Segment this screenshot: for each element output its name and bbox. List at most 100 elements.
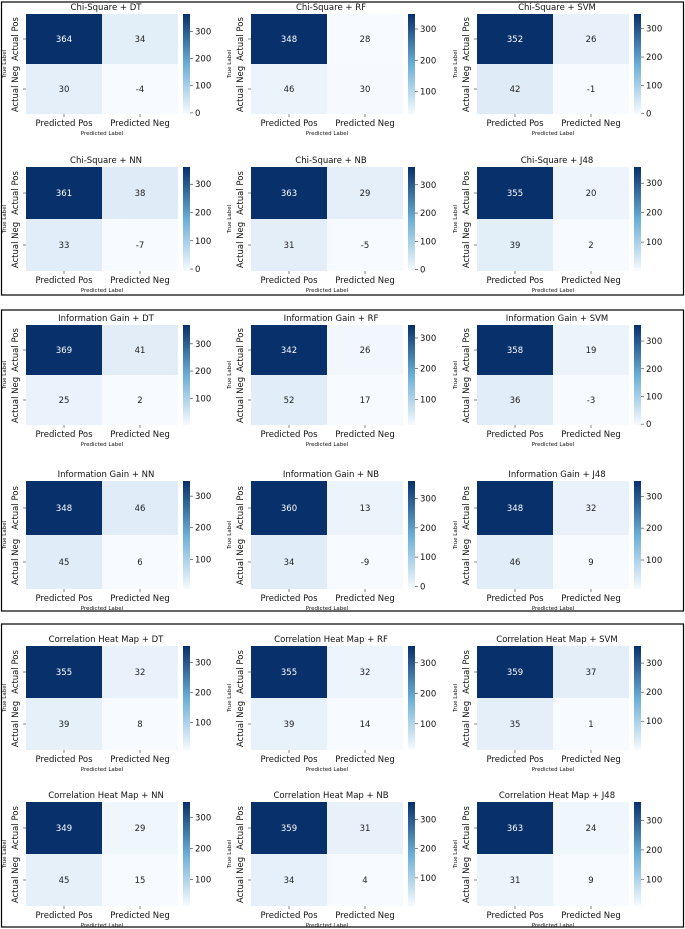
heatmap-cell	[327, 14, 403, 64]
colorbar	[634, 325, 641, 425]
x-tick-label: Predicted Neg	[110, 594, 170, 604]
y-axis-label: True Label	[227, 49, 233, 79]
x-tick-label: Predicted Neg	[110, 276, 170, 286]
cell-value-label: 20	[586, 189, 597, 199]
cell-value-label: 348	[507, 504, 523, 514]
y-tick-label: Actual Pos	[462, 171, 472, 215]
cell-value-label: 1	[588, 720, 593, 730]
colorbar-tick-label: 100	[420, 553, 436, 563]
y-tick-label: Actual Neg	[236, 539, 246, 585]
x-tick-label: Predicted Pos	[260, 276, 318, 286]
heatmap-cell	[26, 535, 102, 589]
colorbar-tick-label: 200	[420, 689, 436, 699]
y-tick-label: Actual Neg	[236, 857, 246, 903]
y-axis-label: True Label	[453, 49, 459, 79]
cell-value-label: 352	[507, 35, 523, 45]
cell-value-label: 9	[588, 558, 593, 568]
heatmap-cell	[102, 535, 178, 589]
heatmap-cell	[477, 535, 553, 589]
cell-value-label: 359	[507, 668, 523, 678]
y-tick-label: Actual Pos	[11, 17, 21, 61]
y-axis-label: True Label	[227, 839, 233, 869]
colorbar-tick-label: 300	[420, 181, 436, 191]
colorbar	[183, 325, 190, 425]
heatmap-cell	[477, 698, 553, 750]
colorbar-tick-label: 300	[646, 659, 662, 669]
cell-value-label: 25	[59, 396, 70, 406]
cell-value-label: 52	[284, 396, 295, 406]
heatmap-cell	[251, 64, 327, 114]
confusion-matrix-panel: Correlation Heat Map + NN 349 29 45 15 Actual…	[2, 791, 211, 929]
cell-value-label: 342	[281, 346, 297, 356]
y-tick-label: Actual Pos	[236, 328, 246, 372]
heatmap-cell	[26, 646, 102, 698]
heatmap-cell	[102, 698, 178, 750]
heatmap-cell	[327, 646, 403, 698]
colorbar-tick-label: 300	[420, 25, 436, 35]
colorbar-tick-label: 100	[195, 555, 211, 565]
heatmap-cell	[477, 375, 553, 425]
x-tick-label: Predicted Pos	[35, 594, 93, 604]
panel-title: Chi-Square + DT	[71, 3, 143, 13]
cell-value-label: 13	[360, 504, 371, 514]
x-axis-label: Predicted Label	[532, 131, 575, 137]
colorbar-tick-label: 200	[195, 844, 211, 854]
heatmap-cell	[251, 535, 327, 589]
cell-value-label: 369	[56, 346, 72, 356]
colorbar-tick-label: 100	[646, 556, 662, 566]
colorbar-tick-label: 300	[195, 180, 211, 190]
heatmap-cell	[327, 802, 403, 854]
colorbar-tick-label: 300	[195, 27, 211, 37]
y-axis-label: True Label	[2, 839, 8, 869]
cell-value-label: 358	[507, 346, 523, 356]
x-axis-label: Predicted Label	[532, 767, 575, 773]
colorbar-tick-label: 200	[420, 365, 436, 375]
colorbar	[634, 167, 641, 271]
confusion-matrix-panel: Chi-Square + J48 355 20 39 2 Actual Pos Actual…	[453, 156, 662, 294]
cell-value-label: 29	[135, 824, 146, 834]
heatmap-cell	[477, 646, 553, 698]
heatmap-cell	[327, 375, 403, 425]
cell-value-label: 32	[360, 668, 371, 678]
colorbar-tick-label: 200	[646, 688, 662, 698]
cell-value-label: 30	[360, 85, 371, 95]
cell-value-label: 14	[360, 720, 371, 730]
y-tick-label: Actual Neg	[236, 222, 246, 268]
colorbar-tick-label: 100	[646, 392, 662, 402]
cell-value-label: 37	[586, 668, 597, 678]
x-tick-label: Predicted Pos	[486, 911, 544, 921]
y-axis-label: True Label	[2, 49, 8, 79]
section-frame	[0, 309, 685, 612]
heatmap-cell	[553, 646, 629, 698]
cell-value-label: 360	[281, 504, 297, 514]
heatmap-cell	[102, 325, 178, 375]
x-tick-label: Predicted Neg	[561, 276, 621, 286]
heatmap-cell	[251, 219, 327, 271]
panel-title: Information Gain + NB	[283, 470, 379, 480]
cell-value-label: -4	[136, 85, 144, 95]
cell-value-label: 39	[284, 720, 295, 730]
heatmap-cell	[477, 219, 553, 271]
y-tick-label: Actual Pos	[462, 328, 472, 372]
y-tick-label: Actual Pos	[236, 17, 246, 61]
x-tick-label: Predicted Neg	[561, 911, 621, 921]
y-tick-label: Actual Pos	[236, 486, 246, 530]
heatmap-cell	[102, 375, 178, 425]
heatmap-cell	[26, 802, 102, 854]
confusion-matrix-panel: Correlation Heat Map + NB 359 31 34 4 Actual …	[227, 791, 436, 929]
colorbar	[408, 325, 415, 425]
panel-title: Information Gain + RF	[284, 314, 379, 324]
confusion-matrix-panel: Correlation Heat Map + RF 355 32 39 14 Actual…	[227, 635, 436, 773]
colorbar-tick-label: 0	[646, 110, 651, 120]
y-tick-label: Actual Neg	[462, 857, 472, 903]
y-axis-label: True Label	[453, 683, 459, 713]
cell-value-label: 348	[281, 35, 297, 45]
heatmap-cell	[553, 375, 629, 425]
x-tick-label: Predicted Pos	[260, 755, 318, 765]
x-tick-label: Predicted Pos	[486, 276, 544, 286]
confusion-matrix-panel: Information Gain + RF 342 26 52 17 Actual Pos…	[227, 314, 436, 448]
y-tick-label: Actual Neg	[11, 539, 21, 585]
x-axis-label: Predicted Label	[306, 288, 349, 294]
panel-title: Correlation Heat Map + DT	[49, 635, 164, 645]
